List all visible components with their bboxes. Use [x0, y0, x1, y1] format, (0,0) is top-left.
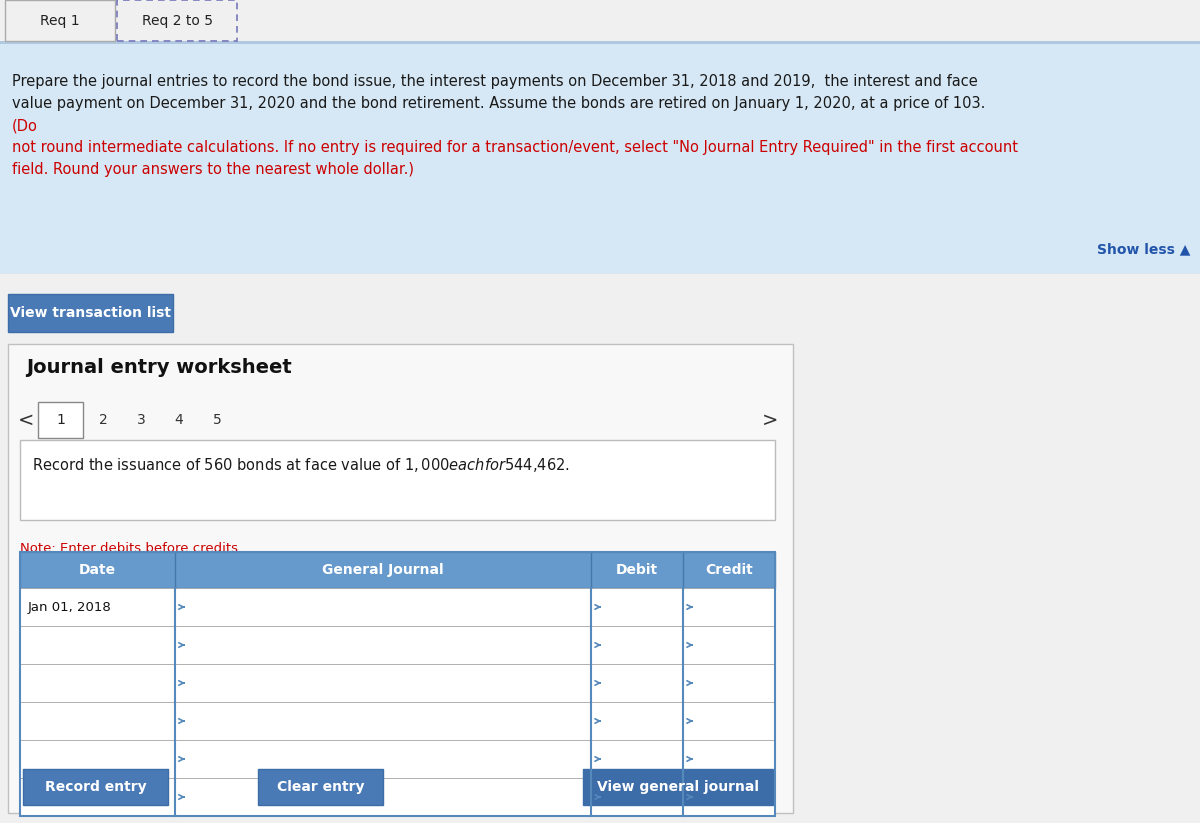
Bar [583, 769, 773, 805]
Text: Req 2 to 5: Req 2 to 5 [142, 14, 212, 28]
Bar [20, 664, 775, 702]
Bar [8, 294, 173, 332]
Bar [20, 740, 775, 778]
Text: Record entry: Record entry [44, 780, 146, 794]
Text: Clear entry: Clear entry [277, 780, 365, 794]
Text: View general journal: View general journal [598, 780, 760, 794]
Text: (Do: (Do [12, 118, 38, 133]
Bar [20, 440, 775, 520]
Text: Date: Date [79, 563, 116, 577]
Bar [20, 552, 775, 588]
Text: 3: 3 [137, 413, 145, 427]
Bar [258, 769, 383, 805]
Text: General Journal: General Journal [322, 563, 444, 577]
Text: not round intermediate calculations. If no entry is required for a transaction/e: not round intermediate calculations. If … [12, 140, 1018, 155]
Bar [23, 769, 168, 805]
Text: Note: Enter debits before credits.: Note: Enter debits before credits. [20, 542, 242, 555]
Text: value payment on December 31, 2020 and the bond retirement. Assume the bonds are: value payment on December 31, 2020 and t… [12, 96, 985, 111]
Bar [20, 588, 775, 626]
Bar [20, 778, 775, 816]
Bar [38, 402, 83, 438]
Text: 1: 1 [56, 413, 65, 427]
Bar [5, 0, 115, 41]
Bar [0, 0, 1200, 42]
Text: View transaction list: View transaction list [10, 306, 172, 320]
Text: Credit: Credit [706, 563, 752, 577]
Bar [20, 552, 775, 816]
Text: field. Round your answers to the nearest whole dollar.): field. Round your answers to the nearest… [12, 162, 414, 177]
Bar [0, 44, 1200, 274]
Text: 2: 2 [98, 413, 107, 427]
Text: Show less ▲: Show less ▲ [1097, 242, 1190, 256]
Bar [0, 41, 1200, 44]
Text: Req 1: Req 1 [40, 14, 80, 28]
Bar [8, 344, 793, 813]
Text: >: > [762, 411, 778, 430]
Bar [20, 702, 775, 740]
Bar [118, 0, 238, 41]
Text: Debit: Debit [616, 563, 658, 577]
Text: Record the issuance of 560 bonds at face value of $1,000 each for $544,462.: Record the issuance of 560 bonds at face… [32, 456, 570, 474]
Text: Jan 01, 2018: Jan 01, 2018 [28, 601, 112, 613]
Text: <: < [18, 411, 35, 430]
Text: Prepare the journal entries to record the bond issue, the interest payments on D: Prepare the journal entries to record th… [12, 74, 978, 89]
Text: 5: 5 [212, 413, 221, 427]
Text: Journal entry worksheet: Journal entry worksheet [26, 358, 292, 377]
Bar [20, 626, 775, 664]
Text: 4: 4 [175, 413, 184, 427]
